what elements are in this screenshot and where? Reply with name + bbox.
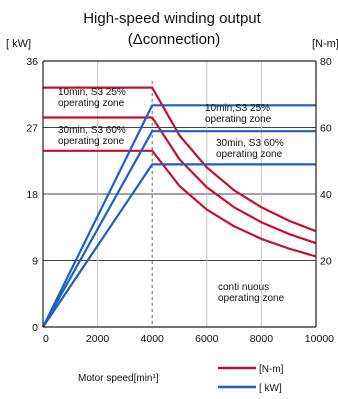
annotation-text: 10min, S3 25% <box>58 87 126 98</box>
x-tick-label: 2000 <box>86 333 110 345</box>
annotation-text: operating zone <box>205 114 272 125</box>
tick-labels: 0 9 18 27 36 20 40 60 80 0 2000 4000 6000 8000 10000 <box>26 56 334 345</box>
chart-subtitle: (Δconnection) <box>128 31 221 48</box>
y-left-tick-label: 27 <box>26 123 38 135</box>
y-left-tick-label: 18 <box>26 189 38 201</box>
annotation-text: operating zone <box>58 98 125 109</box>
x-tick-label: 4000 <box>141 333 165 345</box>
left-axis-unit: [ kW] <box>6 38 31 50</box>
x-tick-label: 10000 <box>305 333 334 345</box>
series-line-1 <box>43 86 317 233</box>
y-left-tick-label: 36 <box>26 56 38 68</box>
legend-label: [ kW] <box>259 383 282 394</box>
x-tick-label: 6000 <box>195 333 219 345</box>
axes <box>42 60 317 328</box>
annotation-text: operating zone <box>216 149 283 160</box>
annotation-text: 30min, S3 60% <box>216 138 284 149</box>
annotation-text: 30min, S3 60% <box>58 125 126 136</box>
series-line-5 <box>42 130 316 328</box>
series-line-2 <box>43 116 317 245</box>
y-right-tick-label: 20 <box>320 256 332 268</box>
y-left-tick-label: 0 <box>32 322 38 334</box>
annotation-text: 10min,S3 25% <box>205 103 270 114</box>
y-right-tick-label: 60 <box>320 123 332 135</box>
y-right-tick-label: 80 <box>320 56 332 68</box>
legend-label: [N-m] <box>259 364 284 375</box>
series-group <box>42 86 317 328</box>
annotation-text: operating zone <box>58 136 125 147</box>
annotation-text: conti nuous <box>218 282 269 293</box>
series-line-3 <box>43 149 317 258</box>
x-tick-label: 8000 <box>250 333 274 345</box>
annotation-text: operating zone <box>218 293 285 304</box>
x-tick-label: 0 <box>43 333 49 345</box>
legend: [N-m] [ kW] <box>218 364 284 394</box>
x-axis-label: Motor speed[min¹] <box>78 373 159 384</box>
chart-title: High-speed winding output <box>83 10 261 27</box>
series-line-6 <box>42 163 316 328</box>
right-axis-unit: [N-m] <box>312 38 338 50</box>
y-left-tick-label: 9 <box>32 256 38 268</box>
series-line-4 <box>42 104 316 328</box>
y-right-tick-label: 40 <box>320 189 332 201</box>
